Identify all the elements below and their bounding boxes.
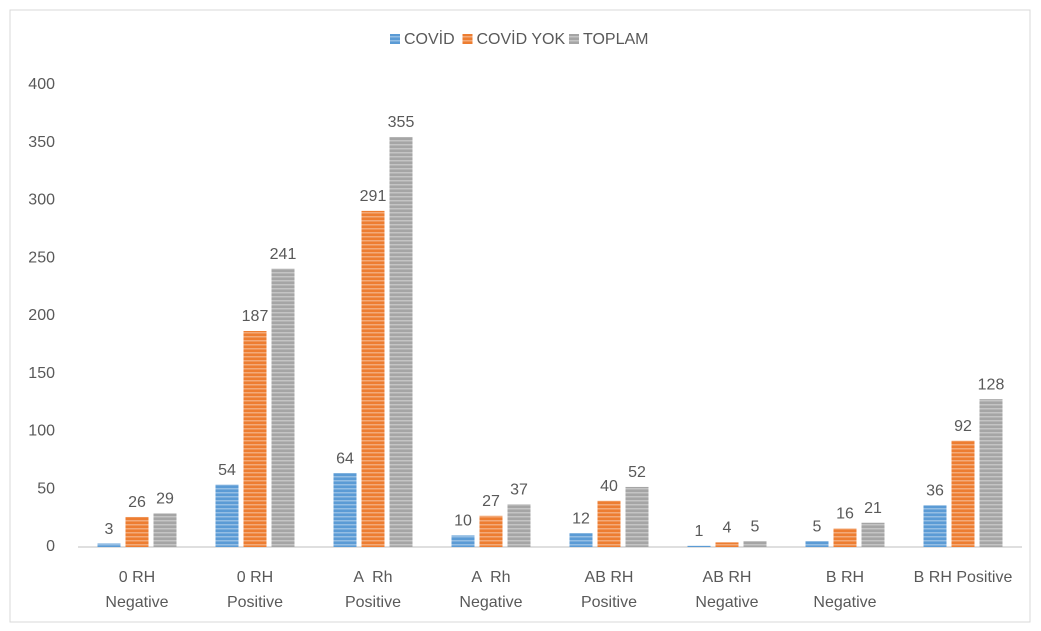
data-label: 4 (723, 520, 732, 537)
bar (333, 473, 357, 547)
bar (271, 268, 295, 547)
data-label: 241 (270, 246, 297, 263)
data-label: 92 (954, 418, 972, 435)
data-label: 128 (978, 376, 1005, 393)
bar (125, 516, 149, 547)
data-label: 12 (572, 510, 590, 527)
bar (451, 535, 475, 547)
data-label: 21 (864, 500, 882, 517)
data-label: 5 (813, 518, 822, 535)
bar (979, 399, 1003, 547)
x-tick-label: Negative (105, 594, 168, 611)
bar (805, 541, 829, 547)
legend-label: COVİD (404, 29, 455, 48)
x-tick-label: 0 RH (119, 569, 155, 586)
bar (951, 440, 975, 547)
x-tick-label: A Rh (471, 569, 510, 586)
data-label: 1 (695, 523, 704, 540)
x-tick-label: Positive (581, 594, 637, 611)
x-tick-label: Positive (227, 594, 283, 611)
bar (97, 543, 121, 547)
x-tick-label: B RH Positive (914, 569, 1013, 586)
data-label: 27 (482, 493, 500, 510)
bar (389, 136, 413, 547)
data-label: 3 (105, 521, 114, 538)
data-label: 64 (336, 450, 354, 467)
data-label: 10 (454, 513, 472, 530)
bar (215, 484, 239, 547)
data-label: 29 (156, 491, 174, 508)
x-tick-label: Negative (813, 594, 876, 611)
data-label: 5 (751, 518, 760, 535)
bar (153, 513, 177, 547)
x-tick-label: B RH (826, 569, 864, 586)
x-tick-label: AB RH (703, 569, 752, 586)
bar (507, 504, 531, 547)
bar (923, 505, 947, 547)
y-tick-label: 0 (46, 538, 55, 555)
bar (743, 541, 767, 547)
bar (861, 522, 885, 547)
bar (361, 210, 385, 547)
x-tick-label: Positive (345, 594, 401, 611)
data-label: 52 (628, 464, 646, 481)
legend-swatch (569, 34, 579, 44)
data-label: 37 (510, 481, 528, 498)
legend-label: COVİD YOK (477, 29, 566, 48)
y-tick-label: 200 (28, 307, 55, 324)
y-tick-label: 350 (28, 134, 55, 151)
y-tick-label: 250 (28, 249, 55, 266)
data-label: 54 (218, 462, 236, 479)
bar (625, 486, 649, 547)
data-label: 187 (242, 308, 269, 325)
y-tick-label: 300 (28, 192, 55, 209)
y-tick-label: 50 (37, 480, 55, 497)
legend-swatch (390, 34, 400, 44)
bar (687, 545, 711, 547)
y-tick-label: 400 (28, 76, 55, 93)
x-tick-label: A Rh (353, 569, 392, 586)
x-tick-label: 0 RH (237, 569, 273, 586)
y-tick-label: 150 (28, 365, 55, 382)
data-label: 40 (600, 478, 618, 495)
data-label: 291 (360, 188, 387, 205)
data-label: 36 (926, 483, 944, 500)
data-label: 16 (836, 506, 854, 523)
bar (569, 533, 593, 547)
y-tick-label: 100 (28, 423, 55, 440)
bar (243, 331, 267, 547)
bar (597, 500, 621, 547)
bar (833, 528, 857, 547)
data-label: 26 (128, 494, 146, 511)
x-tick-label: Negative (459, 594, 522, 611)
legend-label: TOPLAM (583, 31, 649, 48)
x-tick-label: AB RH (585, 569, 634, 586)
legend-swatch (462, 34, 473, 44)
bar (715, 542, 739, 547)
x-tick-label: Negative (695, 594, 758, 611)
data-label: 355 (388, 114, 415, 131)
bar (479, 515, 503, 547)
